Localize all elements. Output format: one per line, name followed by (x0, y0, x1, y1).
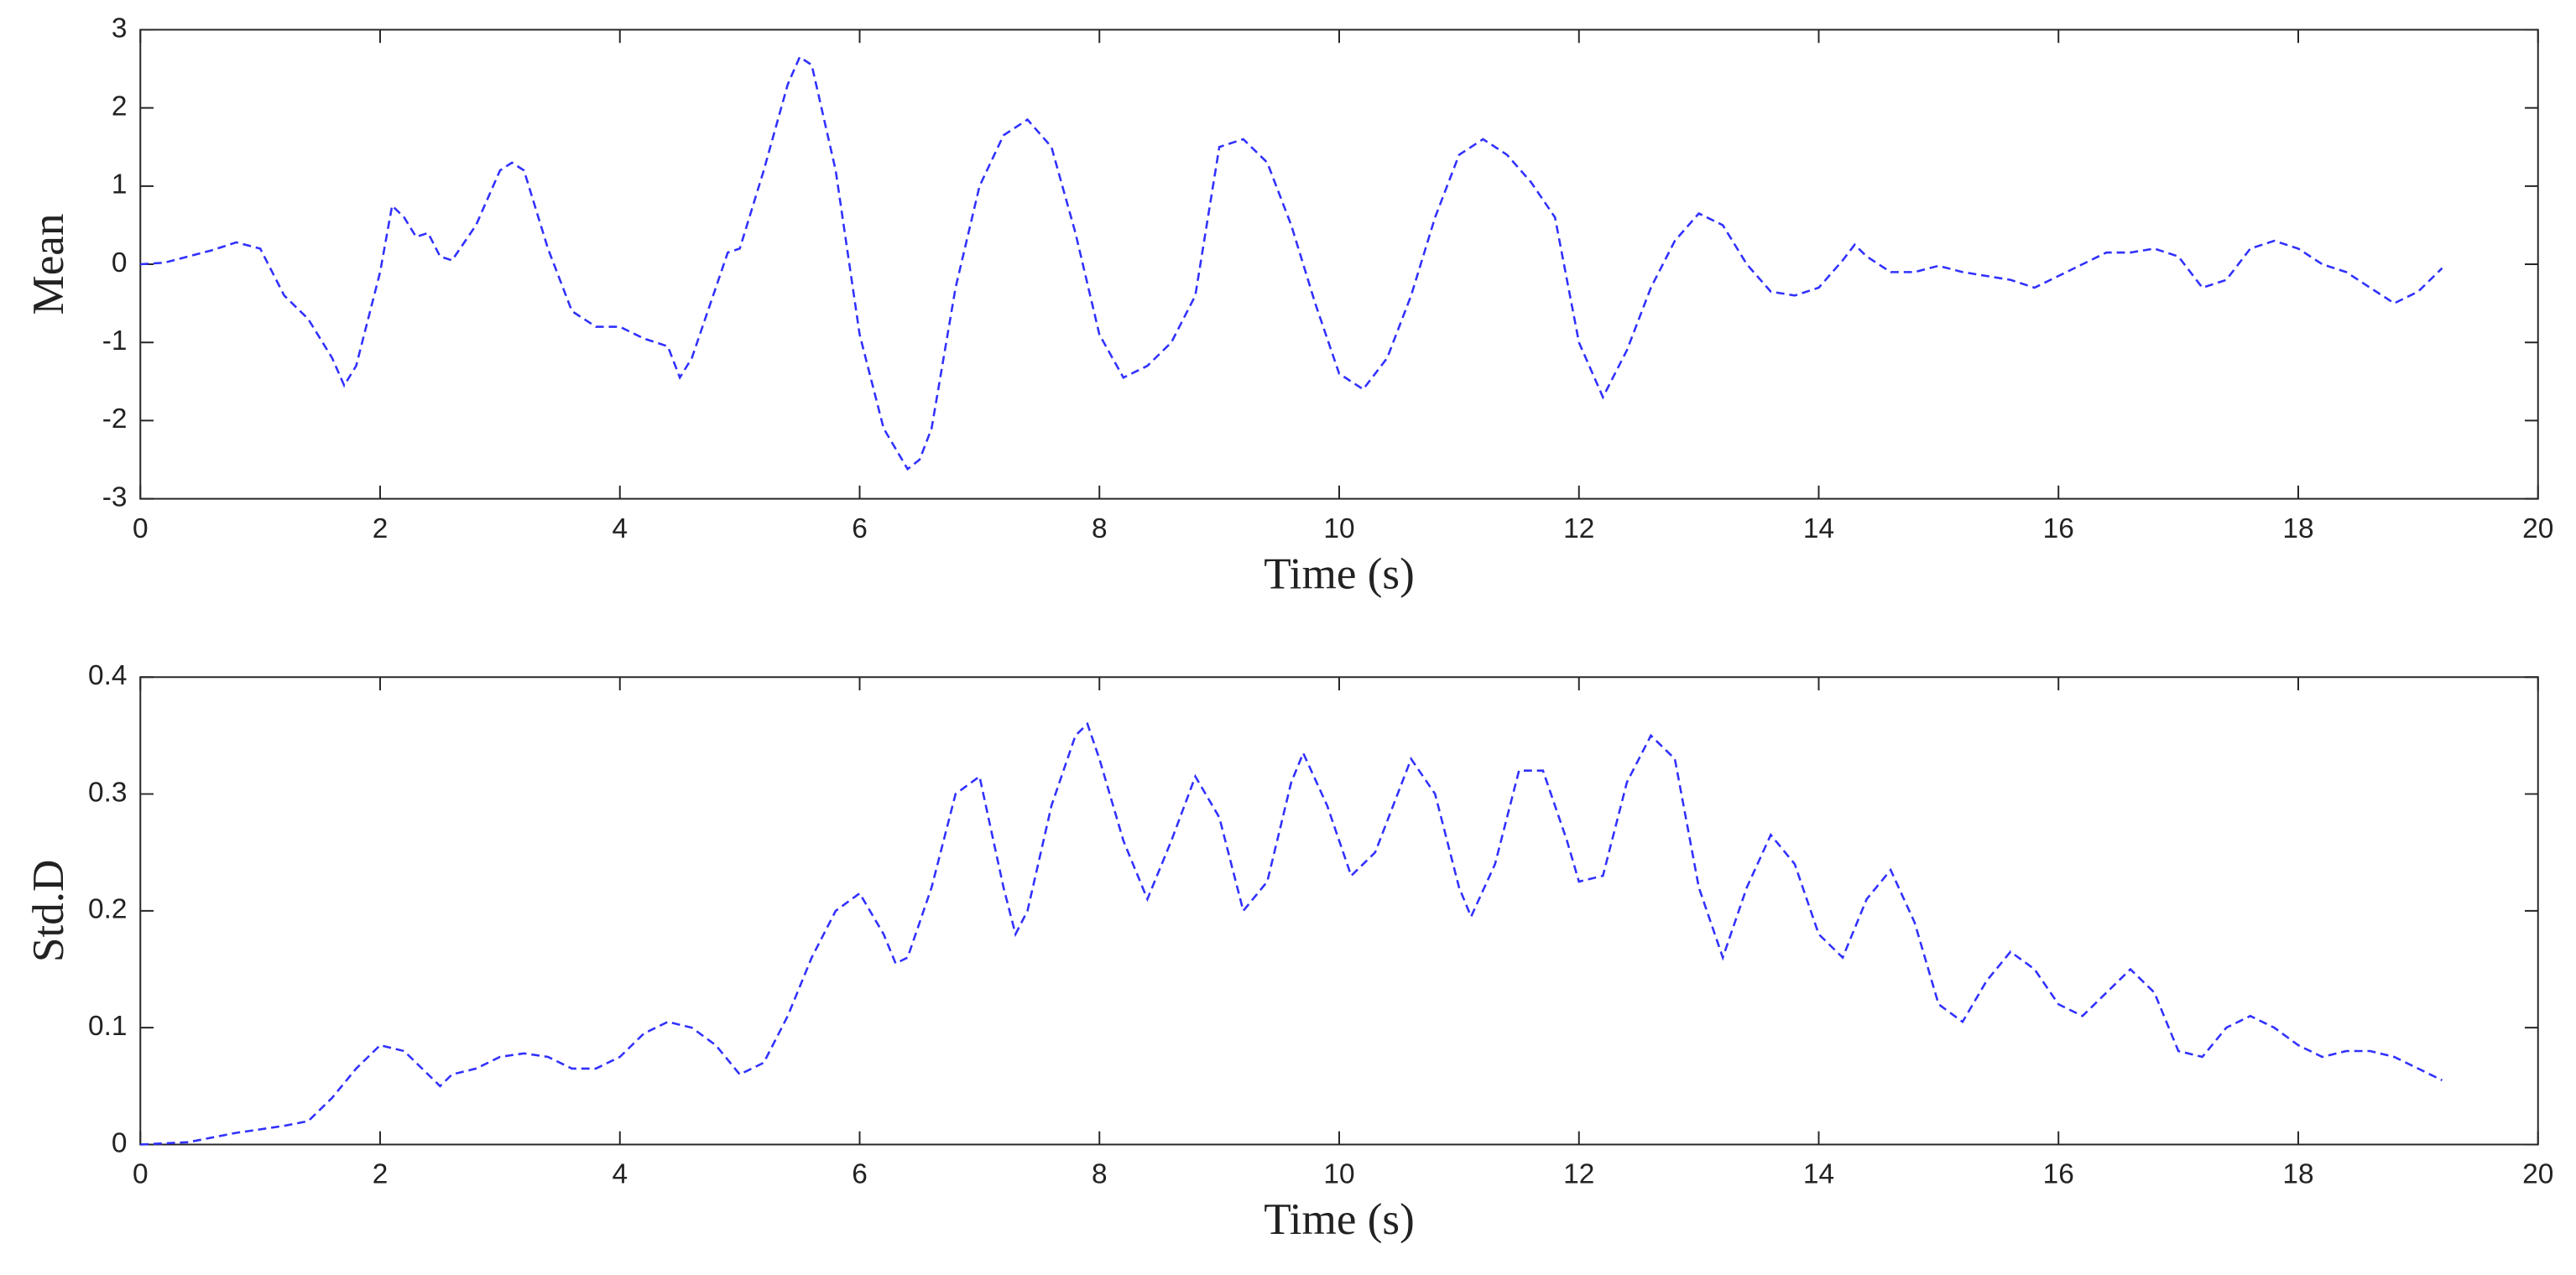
y-tick-label: -1 (102, 325, 128, 356)
y-tick-label: 0.2 (88, 894, 128, 925)
x-tick-label: 16 (2043, 1159, 2074, 1190)
x-tick-label: 14 (1803, 513, 1834, 544)
x-tick-label: 4 (612, 1159, 628, 1190)
x-tick-label: 10 (1323, 1159, 1354, 1190)
x-tick-label: 4 (612, 513, 628, 544)
y-tick-label: 1 (112, 169, 128, 200)
x-tick-label: 6 (852, 513, 868, 544)
x-axis-label: Time (s) (1264, 1195, 1415, 1244)
data-line (140, 55, 2443, 471)
y-tick-label: 0 (112, 1127, 128, 1158)
axes-box (139, 676, 2539, 1146)
y-tick-label: 0.4 (88, 660, 128, 691)
data-line (140, 721, 2443, 1146)
y-tick-label: -2 (102, 403, 128, 435)
y-tick-label: 0.3 (88, 777, 128, 808)
y-axis-label: Mean (24, 214, 73, 315)
x-tick-label: 8 (1092, 513, 1108, 544)
x-tick-label: 20 (2522, 1159, 2553, 1190)
x-tick-label: 18 (2282, 513, 2313, 544)
x-tick-label: 12 (1563, 1159, 1594, 1190)
x-tick-label: 2 (373, 1159, 388, 1190)
x-axis-label: Time (s) (1264, 549, 1415, 598)
y-tick-label: 3 (112, 13, 128, 44)
y-axis-label: Std.D (24, 860, 73, 963)
y-tick-label: 0 (112, 247, 128, 278)
x-tick-label: 20 (2522, 513, 2553, 544)
x-tick-label: 16 (2043, 513, 2074, 544)
y-tick-label: 0.1 (88, 1011, 128, 1042)
x-tick-label: 0 (133, 513, 149, 544)
x-tick-label: 14 (1803, 1159, 1834, 1190)
x-tick-label: 10 (1323, 513, 1354, 544)
x-tick-label: 6 (852, 1159, 868, 1190)
x-tick-label: 0 (133, 1159, 149, 1190)
y-tick-label: -3 (102, 481, 128, 513)
y-tick-label: 2 (112, 91, 128, 122)
x-tick-label: 18 (2282, 1159, 2313, 1190)
x-tick-label: 8 (1092, 1159, 1108, 1190)
axes-box (139, 29, 2539, 500)
x-tick-label: 12 (1563, 513, 1594, 544)
x-tick-label: 2 (373, 513, 388, 544)
